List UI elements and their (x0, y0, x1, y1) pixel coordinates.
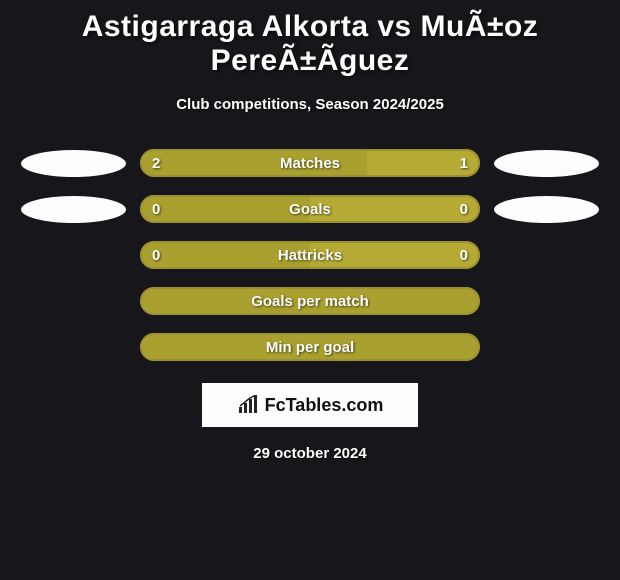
stat-bar: Min per goal (140, 333, 480, 361)
page-title: Astigarraga Alkorta vs MuÃ±oz PereÃ±Ãgue… (0, 0, 620, 78)
date-text: 29 october 2024 (0, 445, 620, 462)
bar-right-fill (367, 149, 480, 177)
stat-rows: Matches21 Goals00 Hattricks00 Goals per mat… (0, 149, 620, 361)
logo-text: FcTables.com (265, 395, 384, 416)
bar-right-fill (310, 195, 480, 223)
stat-bar: Hattricks00 (140, 241, 480, 269)
stat-row: Matches21 (0, 149, 620, 177)
player-left-marker (21, 150, 126, 177)
player-right-marker (494, 196, 599, 223)
bar-left-fill (140, 333, 480, 361)
player-right-marker (494, 150, 599, 177)
stat-row: Min per goal (0, 333, 620, 361)
bar-right-fill (310, 241, 480, 269)
stat-bar: Goals per match (140, 287, 480, 315)
stat-row: Hattricks00 (0, 241, 620, 269)
chart-icon (237, 395, 261, 415)
player-left-marker (21, 196, 126, 223)
stat-bar: Matches21 (140, 149, 480, 177)
bar-left-fill (140, 195, 310, 223)
bar-left-fill (140, 287, 480, 315)
bar-left-fill (140, 149, 367, 177)
stat-row: Goals00 (0, 195, 620, 223)
stat-bar: Goals00 (140, 195, 480, 223)
logo-box: FcTables.com (202, 383, 418, 427)
bar-left-fill (140, 241, 310, 269)
subtitle: Club competitions, Season 2024/2025 (0, 96, 620, 113)
stat-row: Goals per match (0, 287, 620, 315)
